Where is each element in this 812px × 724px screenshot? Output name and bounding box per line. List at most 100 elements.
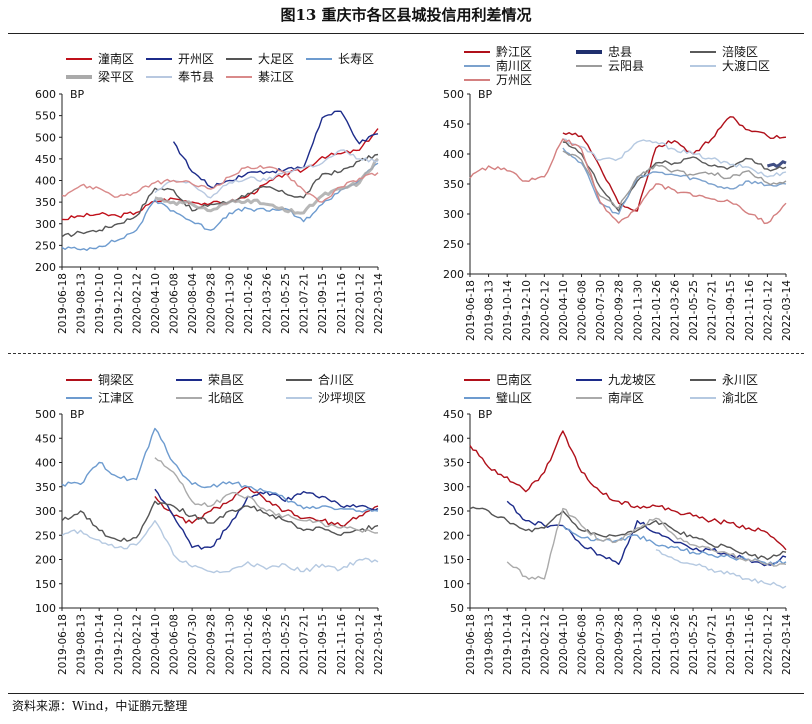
legend-label: 合川区 (318, 372, 354, 387)
y-tick-label: 100 (443, 578, 464, 591)
series-line (154, 149, 379, 199)
legend-label: 綦江区 (258, 70, 294, 84)
y-tick-label: 300 (443, 208, 464, 221)
y-tick-label: 300 (35, 218, 56, 231)
x-tick-label: 2020-04-10 (558, 280, 570, 341)
series-line (562, 150, 787, 209)
x-tick-label: 2021-05-25 (688, 280, 700, 341)
series-line (506, 500, 787, 567)
x-tick-label: 2019-12-10 (113, 614, 125, 675)
legend-label: 北碚区 (208, 390, 244, 405)
x-tick-label: 2021-07-21 (299, 614, 311, 675)
x-tick-label: 2021-03-26 (669, 280, 681, 341)
y-tick-label: 100 (35, 602, 56, 615)
legend-label: 渝北区 (722, 390, 758, 405)
legend-label: 万州区 (496, 73, 532, 87)
y-tick-label: 400 (443, 148, 464, 161)
x-tick-label: 2020-02-12 (539, 280, 551, 341)
x-tick-label: 2022-01-12 (354, 614, 366, 675)
x-tick-label: 2019-10-14 (502, 280, 514, 341)
y-tick-label: 450 (35, 153, 56, 166)
y-tick-label: 550 (35, 110, 56, 123)
x-tick-label: 2020-09-28 (614, 280, 626, 341)
y-tick-label: 200 (443, 529, 464, 542)
y-tick-label: 500 (443, 88, 464, 101)
series-line (562, 138, 787, 178)
x-tick-label: 2022-03-14 (781, 280, 793, 341)
y-tick-label: 200 (443, 268, 464, 281)
series-line (154, 457, 379, 534)
x-tick-label: 2021-11-16 (744, 280, 756, 341)
y-tick-label: 200 (35, 554, 56, 567)
x-tick-label: 2022-01-12 (762, 614, 774, 675)
x-tick-label: 2019-12-10 (521, 280, 533, 341)
legend-label: 铜梁区 (98, 372, 134, 387)
x-tick-label: 2021-03-26 (669, 614, 681, 675)
y-axis-label: BP (478, 88, 493, 101)
middle-dashed-rule (8, 353, 804, 354)
y-tick-label: 150 (35, 578, 56, 591)
x-tick-label: 2020-11-30 (224, 614, 236, 675)
series-line (61, 520, 379, 574)
x-tick-label: 2021-01-26 (243, 614, 255, 675)
y-tick-label: 350 (35, 196, 56, 209)
x-tick-label: 2022-03-14 (781, 614, 793, 675)
y-tick-label: 450 (35, 432, 56, 445)
x-tick-label: 2021-09-15 (317, 273, 329, 334)
x-tick-label: 2020-04-10 (558, 614, 570, 675)
legend-label: 江津区 (98, 391, 134, 405)
x-tick-label: 2020-09-28 (206, 273, 218, 334)
legend-label: 南岸区 (608, 390, 644, 405)
y-tick-label: 450 (443, 408, 464, 421)
series-line (506, 507, 787, 580)
x-tick-label: 2021-01-26 (651, 614, 663, 675)
legend-label: 巴南区 (496, 372, 532, 387)
x-tick-label: 2020-06-08 (169, 614, 181, 675)
x-tick-label: 2021-09-15 (317, 614, 329, 675)
y-tick-label: 350 (443, 178, 464, 191)
x-tick-label: 2021-09-15 (725, 614, 737, 675)
y-axis-label: BP (70, 88, 85, 101)
x-tick-label: 2019-10-14 (94, 614, 106, 675)
legend-label: 璧山区 (496, 390, 532, 405)
y-tick-label: 150 (443, 554, 464, 567)
x-tick-label: 2020-02-12 (131, 273, 143, 334)
x-tick-label: 2021-01-26 (243, 273, 255, 334)
x-tick-label: 2021-11-16 (336, 273, 348, 334)
x-tick-label: 2020-04-10 (150, 614, 162, 675)
series-line (61, 427, 379, 513)
x-tick-label: 2019-06-18 (465, 280, 477, 341)
series-line (469, 430, 787, 551)
x-tick-label: 2022-01-12 (762, 280, 774, 341)
x-tick-label: 2020-02-12 (131, 614, 143, 675)
y-tick-label: 500 (35, 131, 56, 144)
legend-label: 开州区 (178, 52, 214, 66)
y-tick-label: 350 (443, 457, 464, 470)
series-line (154, 486, 379, 527)
series-line (154, 157, 379, 215)
x-tick-label: 2020-06-08 (577, 614, 589, 675)
y-tick-label: 300 (443, 481, 464, 494)
bottom-rule (8, 693, 804, 694)
x-tick-label: 2021-07-21 (707, 614, 719, 675)
x-tick-label: 2020-07-30 (595, 614, 607, 675)
x-tick-label: 2019-06-18 (57, 614, 69, 675)
x-tick-label: 2020-09-28 (614, 614, 626, 675)
x-tick-label: 2019-08-13 (76, 273, 88, 334)
legend-label: 潼南区 (98, 51, 134, 66)
x-tick-label: 2021-11-16 (336, 614, 348, 675)
series-line (61, 153, 379, 238)
x-tick-label: 2020-02-12 (539, 614, 551, 675)
series-line (469, 506, 787, 561)
x-tick-label: 2019-12-10 (521, 614, 533, 675)
y-axis-label: BP (478, 408, 493, 421)
x-tick-label: 2021-01-26 (651, 280, 663, 341)
x-tick-label: 2019-08-13 (76, 614, 88, 675)
y-tick-label: 600 (35, 88, 56, 101)
x-tick-label: 2020-11-30 (224, 273, 236, 334)
x-tick-label: 2022-03-14 (373, 614, 385, 675)
x-tick-label: 2020-11-30 (632, 614, 644, 675)
x-tick-label: 2020-06-08 (577, 280, 589, 341)
